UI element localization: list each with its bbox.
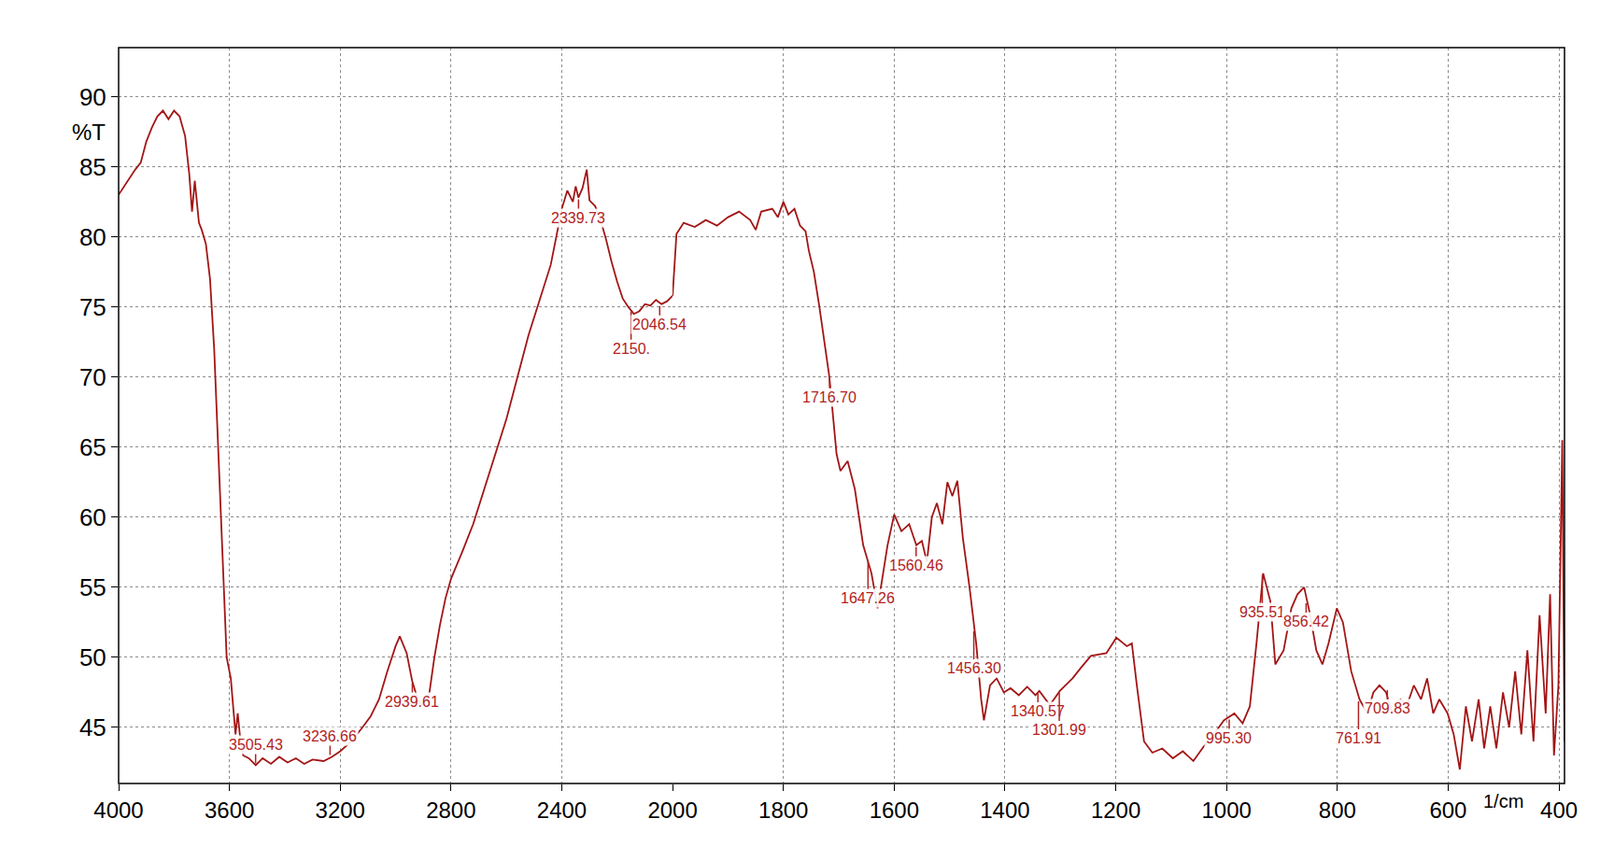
svg-text:80: 80 — [79, 223, 107, 252]
svg-text:60: 60 — [79, 503, 107, 532]
svg-text:3505.43: 3505.43 — [228, 736, 284, 753]
svg-text:2400: 2400 — [537, 797, 587, 823]
svg-text:1340.57: 1340.57 — [1010, 703, 1065, 720]
svg-text:75: 75 — [79, 293, 107, 322]
svg-text:600: 600 — [1429, 797, 1467, 823]
svg-text:1301.99: 1301.99 — [1032, 722, 1087, 738]
svg-text:1200: 1200 — [1090, 797, 1141, 823]
svg-text:2046.54: 2046.54 — [632, 316, 687, 333]
svg-text:1800: 1800 — [758, 797, 808, 823]
svg-text:400: 400 — [1540, 797, 1578, 823]
svg-text:1456.30: 1456.30 — [947, 660, 1002, 677]
svg-text:50: 50 — [79, 643, 107, 672]
svg-text:85: 85 — [79, 153, 107, 182]
svg-text:1716.70: 1716.70 — [802, 389, 857, 406]
svg-text:1000: 1000 — [1202, 797, 1252, 823]
svg-text:65: 65 — [79, 433, 107, 462]
svg-text:70: 70 — [79, 363, 107, 392]
svg-text:761.91: 761.91 — [1335, 730, 1382, 747]
svg-text:3200: 3200 — [315, 797, 366, 823]
svg-text:2939.61: 2939.61 — [384, 693, 439, 710]
svg-text:1560.46: 1560.46 — [889, 557, 944, 574]
svg-text:1/cm: 1/cm — [1483, 791, 1524, 812]
svg-text:1400: 1400 — [979, 797, 1030, 823]
svg-text:%T: %T — [71, 119, 106, 145]
svg-text:2339.73: 2339.73 — [551, 210, 606, 227]
svg-text:55: 55 — [79, 573, 107, 602]
svg-text:1600: 1600 — [869, 797, 920, 823]
svg-text:935.51: 935.51 — [1239, 604, 1286, 621]
svg-text:90: 90 — [79, 83, 107, 112]
svg-text:2800: 2800 — [425, 797, 476, 823]
svg-text:800: 800 — [1318, 797, 1357, 823]
svg-text:4000: 4000 — [93, 797, 143, 823]
svg-text:2000: 2000 — [647, 797, 697, 823]
svg-text:45: 45 — [79, 713, 107, 742]
svg-text:709.83: 709.83 — [1364, 700, 1411, 717]
svg-text:3600: 3600 — [204, 797, 255, 823]
svg-text:1647.26: 1647.26 — [840, 590, 895, 607]
svg-text:856.42: 856.42 — [1283, 613, 1330, 630]
svg-text:3236.66: 3236.66 — [302, 728, 357, 745]
svg-text:2150.: 2150. — [612, 340, 651, 357]
svg-text:995.30: 995.30 — [1205, 730, 1252, 747]
